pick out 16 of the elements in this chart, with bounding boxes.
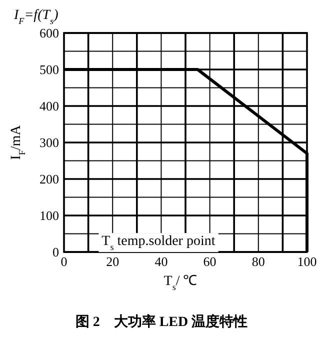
x-axis-title: T$_{s}$/ ℃ bbox=[164, 274, 198, 292]
y-tick-label: 200 bbox=[40, 172, 59, 186]
y-tick-label: 300 bbox=[40, 135, 59, 150]
y-tick-label: 500 bbox=[40, 62, 59, 77]
y-tick-label: 0 bbox=[52, 244, 59, 260]
x-tick-label: 20 bbox=[106, 254, 120, 269]
caption: 图 2 大功率 LED 温度特性 bbox=[75, 313, 248, 330]
chart-title: I$_{F}$=f(T$_{s}$) bbox=[13, 8, 59, 26]
x-tick-label: 40 bbox=[154, 254, 168, 269]
note: T$_{s}$ temp.solder point bbox=[98, 233, 218, 252]
x-tick-label: 80 bbox=[252, 254, 265, 269]
x-tick-label: 60 bbox=[203, 254, 216, 269]
y-tick-label: 400 bbox=[40, 98, 59, 114]
y-tick-label: 100 bbox=[40, 208, 59, 223]
y-tick-label: 600 bbox=[40, 26, 59, 40]
x-tick-label: 100 bbox=[297, 254, 317, 269]
